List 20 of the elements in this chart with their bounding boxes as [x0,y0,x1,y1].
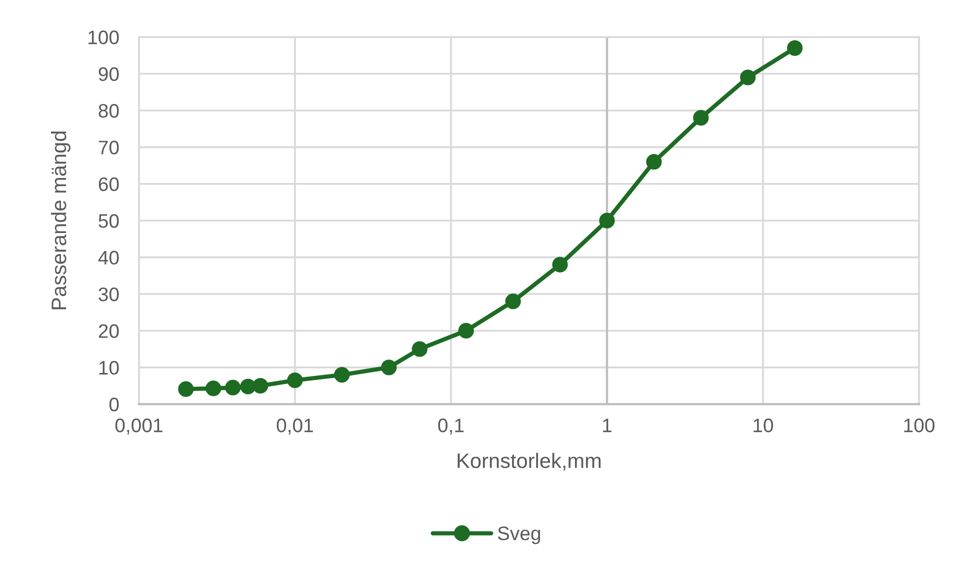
legend-label: Sveg [498,526,540,544]
y-tick-label: 0 [109,398,119,412]
x-tick-label: 100 [904,418,934,432]
x-axis-title: Kornstorlek,mm [458,452,601,471]
y-tick-label: 20 [98,324,119,338]
y-tick-label: 80 [98,104,119,118]
y-tick-label: 50 [98,214,119,228]
y-tick-label: 100 [88,30,119,44]
y-tick-label: 40 [98,250,119,265]
x-tick-label: 0,01 [276,418,313,435]
x-tick-label: 10 [754,418,774,432]
y-tick-label: 70 [98,140,119,154]
y-tick-label: 90 [98,67,119,81]
y-tick-label: 30 [98,287,119,302]
x-tick-label: 1 [603,418,612,432]
y-axis-title: Passerande mängd [50,132,70,310]
x-tick-label: 0,001 [115,418,162,435]
y-tick-label: 10 [99,360,119,375]
x-tick-label: 0,1 [438,418,464,435]
y-tick-label: 60 [98,177,119,192]
